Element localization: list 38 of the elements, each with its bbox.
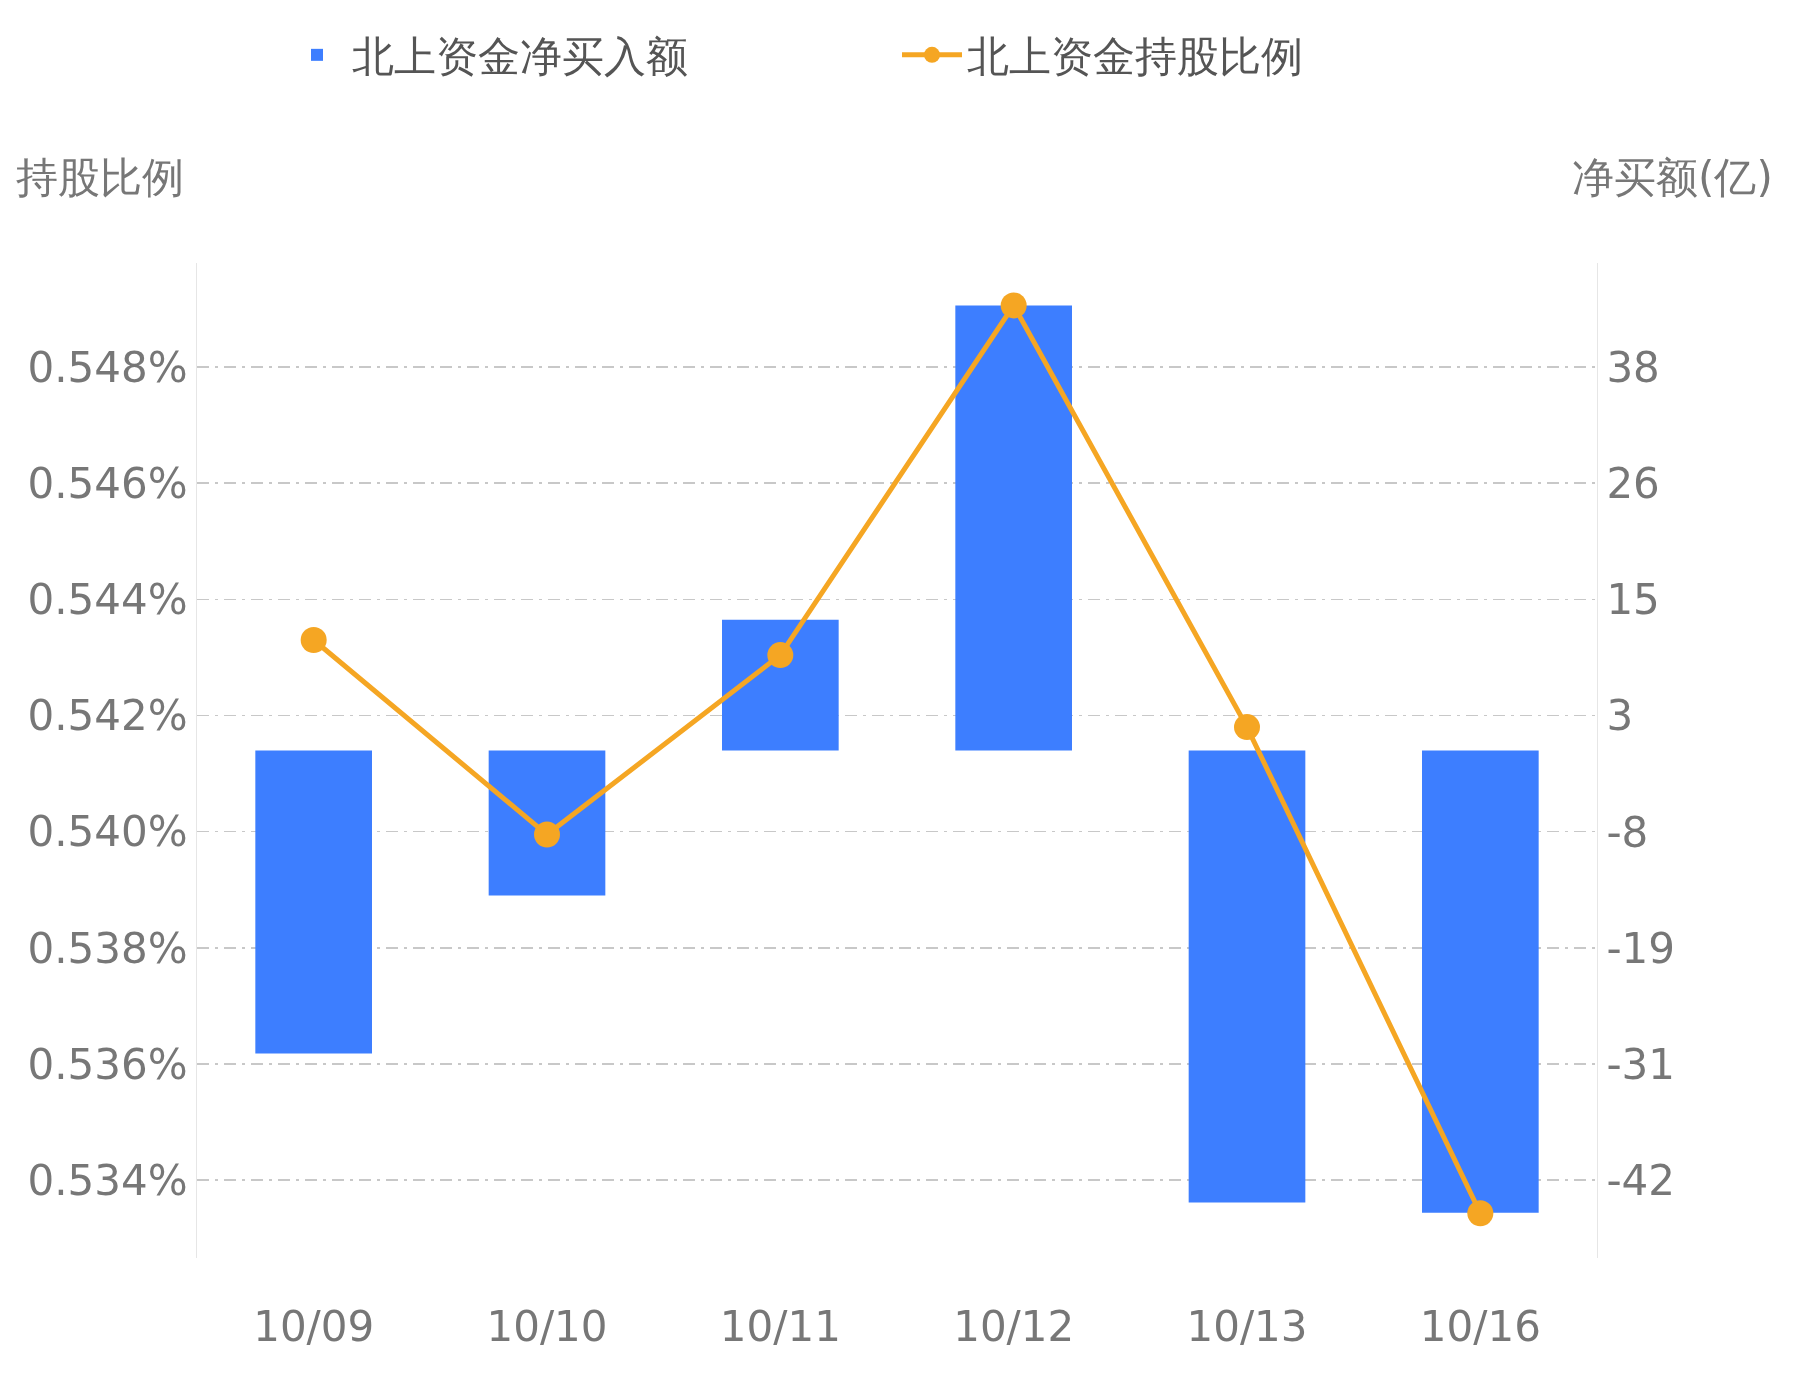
x-tick-label: 10/11	[719, 1302, 841, 1351]
bar	[1422, 750, 1539, 1213]
y2-tick-label: 38	[1606, 342, 1660, 392]
x-tick-label: 10/10	[486, 1302, 608, 1351]
point	[1000, 292, 1027, 319]
y2-tick-label: -42	[1606, 1155, 1676, 1205]
y2-tick-label: 3	[1606, 691, 1634, 741]
y-tick-label: 0.540%	[27, 807, 188, 857]
legend-label: 北上资金持股比例	[967, 32, 1303, 82]
y2-tick-label: -19	[1606, 923, 1676, 973]
y2-tick-label: -31	[1606, 1039, 1676, 1089]
point	[767, 642, 794, 669]
y2-tick-label: -8	[1606, 807, 1649, 857]
legend-label: 北上资金净买入额	[352, 32, 688, 82]
point	[1234, 714, 1260, 741]
y-axis-title: 持股比例	[16, 153, 184, 202]
x-tick-label: 10/09	[253, 1302, 375, 1351]
y2-axis-title: 净买额(亿)	[1572, 153, 1773, 202]
point	[300, 626, 327, 653]
y2-tick-label: 15	[1606, 575, 1660, 625]
y2-tick-label: 26	[1606, 459, 1660, 509]
point	[1467, 1200, 1494, 1227]
bar	[255, 750, 372, 1054]
bar	[488, 750, 606, 896]
bar	[1188, 750, 1306, 1203]
x-tick-label: 10/16	[1419, 1302, 1541, 1351]
x-tick-label: 10/12	[953, 1302, 1075, 1351]
y-tick-label: 0.536%	[27, 1039, 188, 1089]
bar	[955, 305, 1072, 751]
bar	[722, 619, 839, 751]
y-tick-label: 0.542%	[27, 691, 188, 741]
y-tick-label: 0.544%	[27, 575, 188, 625]
point	[534, 821, 560, 848]
y-tick-label: 0.546%	[27, 458, 188, 508]
y-tick-label: 0.538%	[27, 923, 188, 973]
y-tick-label: 0.548%	[27, 342, 188, 392]
y-tick-label: 0.534%	[27, 1155, 188, 1205]
x-tick-label: 10/13	[1186, 1302, 1308, 1351]
